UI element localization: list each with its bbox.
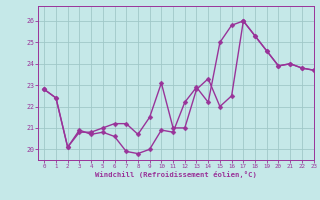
X-axis label: Windchill (Refroidissement éolien,°C): Windchill (Refroidissement éolien,°C) bbox=[95, 171, 257, 178]
